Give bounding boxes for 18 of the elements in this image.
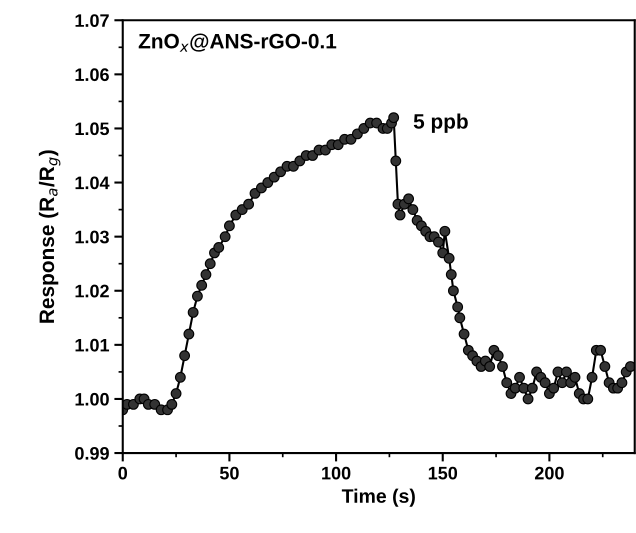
y-tick-label: 1.02: [76, 284, 109, 298]
y-axis-title: Response (R$_{a}$/R$_{g}$): [38, 150, 60, 323]
annotation: ZnO$_{x}$@ANS-rGO-0.1: [138, 34, 336, 52]
y-tick-label: 1.03: [76, 230, 109, 244]
x-axis-title: Time (s): [342, 488, 415, 507]
y-tick-label: 1.04: [76, 176, 110, 190]
x-tick-label: 150: [428, 466, 458, 480]
y-tick-label: 1.05: [76, 122, 110, 136]
y-tick-label: 1.01: [76, 338, 110, 352]
x-tick-label: 200: [534, 466, 564, 480]
annotation: 5 ppb: [414, 113, 468, 133]
x-tick-label: 50: [220, 466, 239, 480]
y-tick-label: 0.99: [75, 446, 109, 460]
x-tick-label: 100: [322, 466, 350, 480]
y-tick-label: 1.07: [76, 14, 109, 27]
x-tick-label: 0: [118, 466, 128, 480]
y-tick-label: 1.06: [76, 68, 109, 82]
y-tick-label: 1.00: [76, 392, 109, 406]
